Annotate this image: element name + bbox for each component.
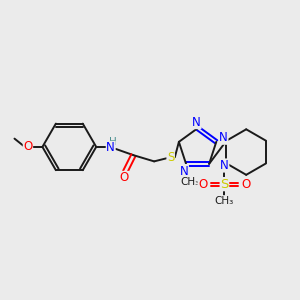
Text: CH₃: CH₃ [181,178,200,188]
Text: N: N [106,141,115,154]
Text: N: N [180,165,188,178]
Text: O: O [242,178,251,190]
Text: S: S [167,151,174,164]
Text: H: H [109,137,117,147]
Text: O: O [119,171,129,184]
Text: S: S [220,178,229,190]
Text: CH₃: CH₃ [215,196,234,206]
Text: N: N [220,159,229,172]
Text: N: N [219,131,228,144]
Text: N: N [192,116,201,129]
Text: O: O [198,178,207,190]
Text: O: O [23,140,33,153]
